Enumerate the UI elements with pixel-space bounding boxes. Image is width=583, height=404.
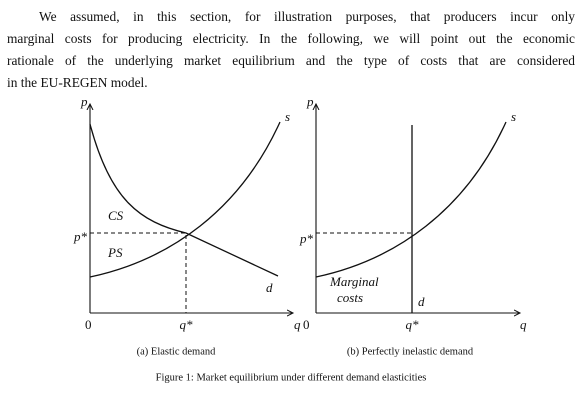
quantity-label: q* <box>406 317 420 332</box>
curve-label: d <box>266 280 273 295</box>
area-label: Marginal <box>329 274 379 289</box>
subcaption: (a) Elastic demand <box>137 346 216 357</box>
curve-label: s <box>285 109 290 124</box>
axis-label: q <box>294 317 301 332</box>
quantity-label: q* <box>180 317 194 332</box>
text-line: marginal costs for producing electricity… <box>7 31 575 46</box>
curve-label: d <box>418 294 425 309</box>
price-label: p* <box>299 231 314 246</box>
subcaption: (b) Perfectly inelastic demand <box>347 346 474 357</box>
demand-curve <box>89 123 279 277</box>
origin-label: 0 <box>303 317 310 332</box>
panel-b: p s p* Marginal costs d 0 q* q (b) Perfe… <box>299 94 527 357</box>
panel-a: p s CS PS p* d 0 q* q (a) Elastic demand <box>73 94 301 357</box>
axis-label: q <box>520 317 527 332</box>
text-line: rationale of the underlying market equil… <box>7 53 575 68</box>
paragraph: We assumed, in this section, for illustr… <box>7 6 575 94</box>
text-line: We assumed, in this section, for illustr… <box>39 9 575 24</box>
curve-label: s <box>511 109 516 124</box>
area-label: costs <box>337 290 363 305</box>
area-label: CS <box>108 208 124 223</box>
supply-curve <box>315 121 507 278</box>
axis-label: p <box>306 94 314 109</box>
supply-curve <box>89 121 281 278</box>
text-line: in the EU-REGEN model. <box>7 75 148 90</box>
axis-label: p <box>80 94 88 109</box>
origin-label: 0 <box>85 317 92 332</box>
equilibrium-guide <box>90 232 187 313</box>
area-label: PS <box>107 245 123 260</box>
figure-caption: Figure 1: Market equilibrium under diffe… <box>156 372 427 383</box>
price-label: p* <box>73 229 88 244</box>
